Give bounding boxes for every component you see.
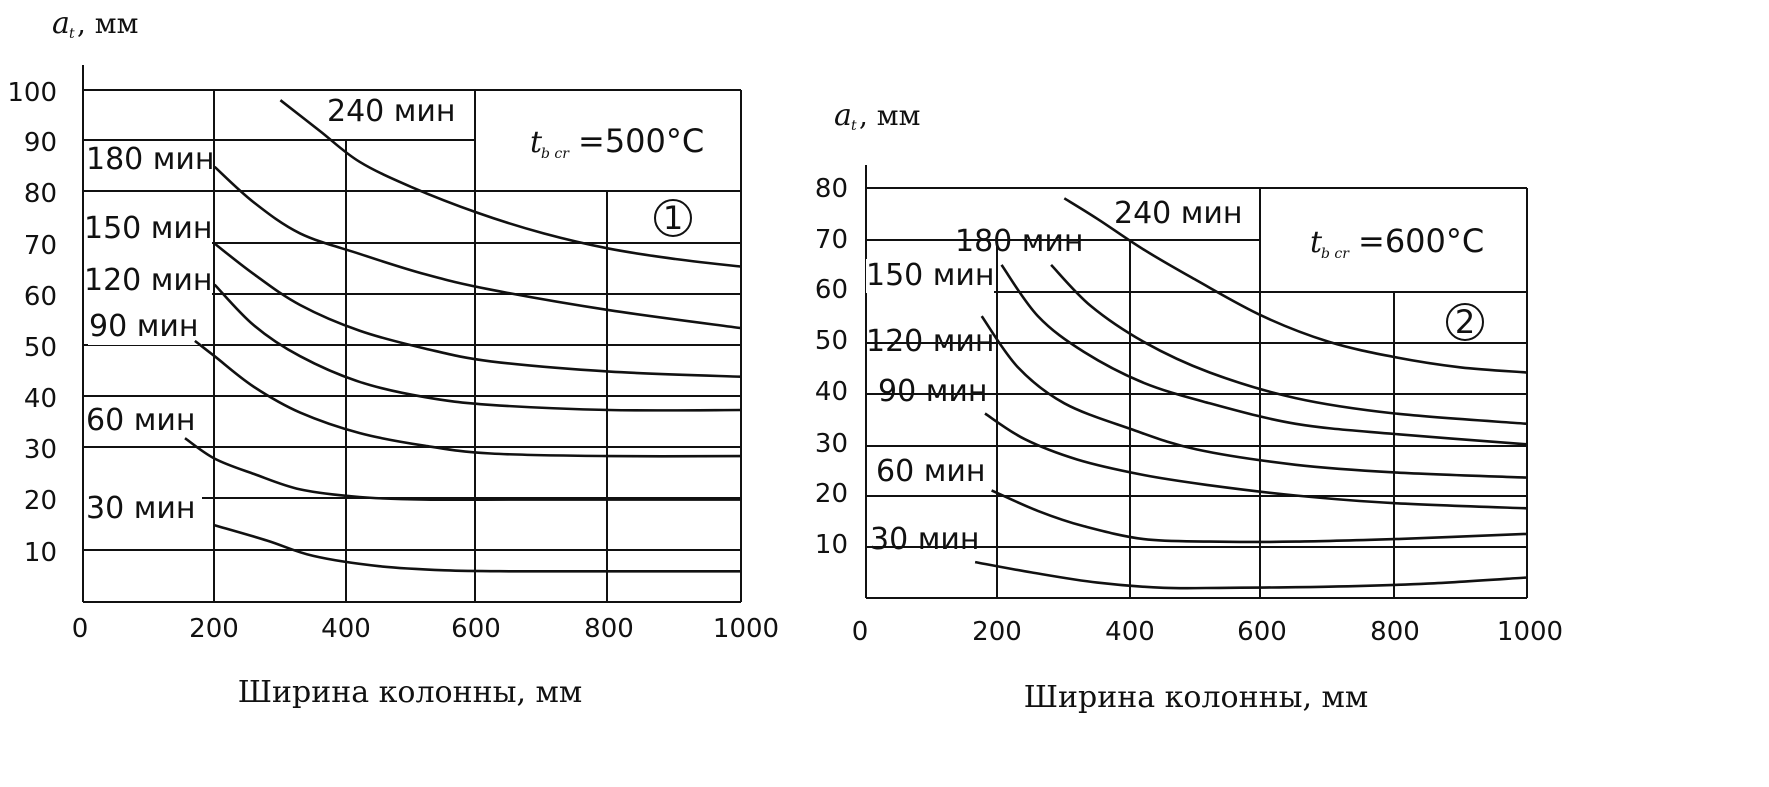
p1-temp-value: =500°C <box>578 122 704 160</box>
p1-y-axis-unit: , мм <box>77 7 138 40</box>
p2-ytick-80: 80 <box>815 174 848 204</box>
p1-panel-badge-circle <box>654 199 692 237</box>
p1-curve-label-90: 90 мин <box>89 309 198 344</box>
p1-curve-label-120: 120 мин <box>84 263 213 298</box>
p1-xtick-600: 600 <box>451 614 501 644</box>
p2-y-axis-unit: , мм <box>859 99 920 132</box>
p2-series-line-240min <box>1063 197 1528 374</box>
p1-ytick-70: 70 <box>24 231 57 261</box>
p1-temp-subscript: b cr <box>541 146 570 162</box>
p2-temp-symbol: t <box>1310 225 1323 260</box>
p1-ytick-40: 40 <box>24 384 57 414</box>
p2-curve-labels: 240 мин 180 мин 150 мин 120 мин 90 мин 6… <box>866 196 1254 557</box>
p1-y-axis-subscript: t <box>69 26 75 42</box>
p1-ytick-80: 80 <box>24 179 57 209</box>
p1-label-bg-150 <box>84 212 212 246</box>
p1-y-axis-symbol: a <box>52 6 70 41</box>
p1-ytick-60: 60 <box>24 282 57 312</box>
p2-xtick-600: 600 <box>1237 617 1287 647</box>
p1-label-bg-180 <box>84 143 212 177</box>
p1-xtick-1000: 1000 <box>713 614 779 644</box>
p2-temp-subscript: b cr <box>1321 246 1350 262</box>
p1-xtick-0: 0 <box>72 614 89 644</box>
p1-series-line-240min <box>279 99 742 268</box>
p2-xtick-200: 200 <box>972 617 1022 647</box>
p1-curve-label-240: 240 мин <box>327 94 456 129</box>
p1-curve-label-30: 30 мин <box>86 491 195 526</box>
p2-ytick-50: 50 <box>815 326 848 356</box>
p2-xtick-400: 400 <box>1105 617 1155 647</box>
p2-temp-value: =600°C <box>1358 222 1484 260</box>
p2-curve-label-150: 150 мин <box>866 258 995 293</box>
p1-panel-badge-number: 1 <box>663 199 683 237</box>
p1-label-bg-120 <box>84 264 212 298</box>
p2-label-bg-150 <box>866 259 994 293</box>
p1-temp-symbol: t <box>530 125 543 160</box>
p1-xtick-800: 800 <box>584 614 634 644</box>
p1-curve-label-150: 150 мин <box>84 211 213 246</box>
p1-curve-label-180: 180 мин <box>86 142 215 177</box>
p1-series-line-180min <box>213 165 742 330</box>
p2-panel-badge-circle <box>1446 303 1484 341</box>
p2-series-line-180min <box>1050 263 1528 426</box>
p2-grid <box>865 165 1528 599</box>
p2-ytick-10: 10 <box>815 530 848 560</box>
p1-label-bg-30 <box>84 493 202 527</box>
p1-label-bg-60 <box>84 405 202 439</box>
p1-ytick-10: 10 <box>24 538 57 568</box>
p2-series-line-30min <box>974 560 1528 590</box>
p1-ytick-50: 50 <box>24 333 57 363</box>
p2-curve-label-240: 240 мин <box>1114 196 1243 231</box>
p2-y-axis-subscript: t <box>851 118 857 134</box>
p2-label-bg-60 <box>874 456 992 490</box>
p2-ytick-30: 30 <box>815 429 848 459</box>
p1-series-line-30min <box>214 523 741 573</box>
p1-curve-labels: 240 мин 180 мин 150 мин 120 мин 90 мин 6… <box>84 94 463 527</box>
chart-panel-1: a t , мм 100 90 80 70 60 5 <box>7 6 779 710</box>
p1-xtick-200: 200 <box>189 614 239 644</box>
p2-x-axis-label: Ширина колонны, мм <box>1024 680 1368 715</box>
p2-ytick-20: 20 <box>815 479 848 509</box>
p1-xtick-400: 400 <box>321 614 371 644</box>
p1-ytick-30: 30 <box>24 435 57 465</box>
p2-series-line-60min <box>991 489 1528 544</box>
p1-ytick-20: 20 <box>24 486 57 516</box>
p2-y-axis-symbol: a <box>834 98 852 133</box>
p1-curves <box>184 99 742 573</box>
p2-xtick-1000: 1000 <box>1497 617 1563 647</box>
chart-panel-2: a t , мм 80 70 60 50 40 30 20 10 <box>815 98 1563 715</box>
p2-ytick-60: 60 <box>815 275 848 305</box>
p1-series-line-150min <box>213 242 742 378</box>
p2-series-line-150min <box>1000 264 1528 446</box>
p2-xtick-0: 0 <box>852 617 869 647</box>
p2-curves <box>974 197 1528 590</box>
p1-series-line-120min <box>213 283 742 412</box>
p2-label-bg-240 <box>1112 196 1254 230</box>
p2-series-line-90min <box>984 412 1528 510</box>
p2-curve-label-30: 30 мин <box>870 522 979 557</box>
p1-ytick-90: 90 <box>24 128 57 158</box>
p2-series-line-120min <box>980 315 1528 479</box>
p2-curve-label-120: 120 мин <box>866 324 995 359</box>
p1-curve-label-60: 60 мин <box>86 403 195 438</box>
p1-series-line-60min <box>184 437 742 502</box>
p2-xtick-800: 800 <box>1370 617 1420 647</box>
p2-panel-badge-number: 2 <box>1455 303 1475 341</box>
p2-curve-label-180: 180 мин <box>955 224 1084 259</box>
p2-ytick-70: 70 <box>815 225 848 255</box>
p2-curve-label-60: 60 мин <box>876 454 985 489</box>
p2-ytick-40: 40 <box>815 377 848 407</box>
p1-x-axis-label: Ширина колонны, мм <box>238 675 582 710</box>
p1-label-bg-240 <box>323 95 463 129</box>
p1-label-bg-90 <box>88 311 202 345</box>
p1-series-line-90min <box>194 339 742 458</box>
p2-curve-label-90: 90 мин <box>878 374 987 409</box>
p1-ytick-100: 100 <box>7 78 57 108</box>
